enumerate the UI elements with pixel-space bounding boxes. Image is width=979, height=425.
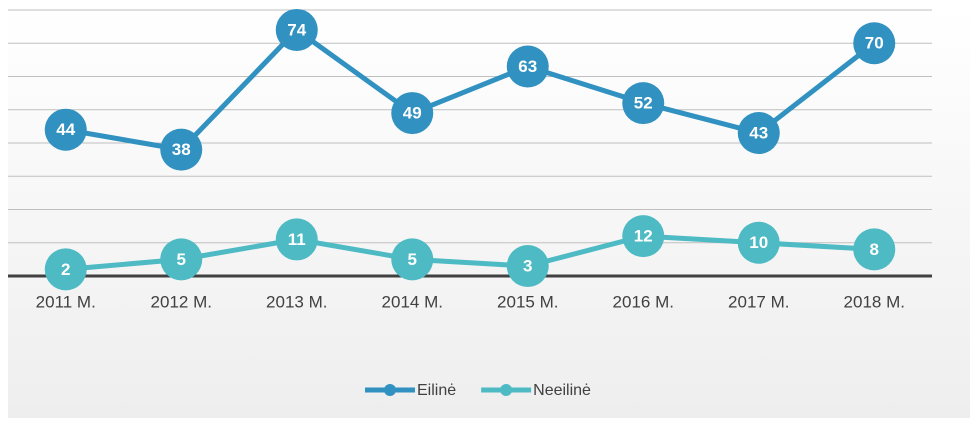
marker xyxy=(160,238,203,281)
legend-label: Neeilinė xyxy=(533,382,591,399)
data-label: 10 xyxy=(749,233,768,252)
marker xyxy=(160,128,203,171)
data-label: 5 xyxy=(177,250,186,269)
marker xyxy=(391,92,434,135)
data-label: 74 xyxy=(287,20,306,39)
data-label: 52 xyxy=(634,94,653,113)
x-tick-label: 2017 M. xyxy=(728,292,789,311)
marker xyxy=(275,8,318,51)
data-label: 12 xyxy=(634,227,653,246)
legend-label: Eilinė xyxy=(417,382,456,399)
x-tick-label: 2011 M. xyxy=(36,292,96,311)
marker xyxy=(44,108,87,151)
marker xyxy=(506,45,549,88)
marker xyxy=(737,112,780,155)
x-tick-label: 2016 M. xyxy=(613,292,674,311)
data-label: 38 xyxy=(172,140,191,159)
x-tick-label: 2012 M. xyxy=(151,292,212,311)
marker xyxy=(391,238,434,281)
data-label: 8 xyxy=(870,240,879,259)
data-label: 63 xyxy=(518,57,537,76)
chart-area xyxy=(8,8,970,418)
marker xyxy=(853,228,896,271)
marker xyxy=(275,218,318,261)
marker xyxy=(853,22,896,65)
data-label: 43 xyxy=(749,124,768,143)
data-label: 70 xyxy=(865,34,884,53)
marker xyxy=(737,221,780,264)
data-label: 49 xyxy=(403,104,422,123)
data-label: 44 xyxy=(56,120,75,139)
data-label: 3 xyxy=(523,257,532,276)
data-label: 11 xyxy=(288,230,306,249)
marker xyxy=(622,215,665,258)
legend-marker xyxy=(384,384,396,396)
x-tick-label: 2015 M. xyxy=(497,292,558,311)
x-tick-label: 2014 M. xyxy=(382,292,443,311)
marker xyxy=(622,82,665,125)
data-label: 5 xyxy=(408,250,417,269)
x-tick-label: 2013 M. xyxy=(266,292,327,311)
x-tick-label: 2018 M. xyxy=(844,292,905,311)
marker xyxy=(506,245,549,288)
marker xyxy=(44,248,87,291)
legend-marker xyxy=(500,384,513,396)
data-label: 2 xyxy=(61,260,70,279)
